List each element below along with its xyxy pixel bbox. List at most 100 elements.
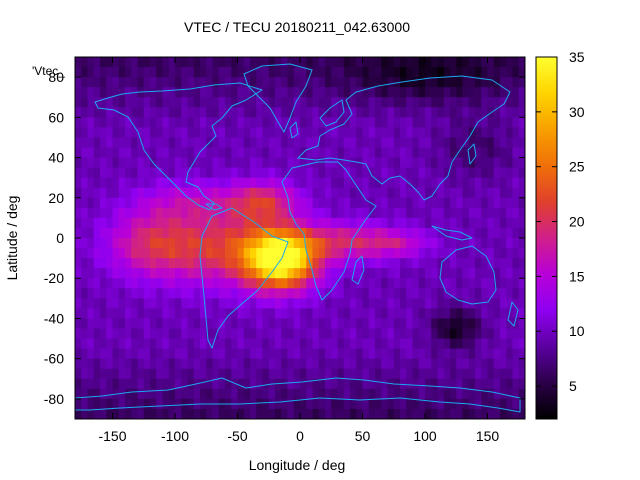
- heatmap-cell: [187, 197, 195, 209]
- heatmap-cell: [81, 137, 89, 149]
- heatmap-cell: [137, 378, 145, 390]
- heatmap-cell: [412, 268, 420, 279]
- heatmap-cell: [487, 167, 495, 179]
- heatmap-cell: [325, 268, 332, 279]
- heatmap-cell: [418, 358, 426, 370]
- heatmap-cell: [518, 328, 525, 340]
- heatmap-cell: [250, 378, 257, 390]
- heatmap-cell: [143, 57, 151, 68]
- heatmap-cell: [112, 268, 120, 279]
- heatmap-cell: [475, 348, 482, 360]
- heatmap-cell: [350, 147, 357, 159]
- heatmap-cell: [162, 368, 170, 380]
- heatmap-cell: [406, 338, 414, 350]
- x-tick-label: 50: [355, 428, 371, 444]
- heatmap-cell: [100, 388, 107, 400]
- heatmap-cell: [137, 87, 145, 98]
- heatmap-cell: [362, 197, 370, 209]
- heatmap-cell: [325, 127, 332, 139]
- heatmap-cell: [231, 308, 239, 320]
- heatmap-cell: [325, 137, 332, 149]
- heatmap-cell: [275, 87, 282, 98]
- heatmap-cell: [287, 348, 295, 360]
- heatmap-cell: [431, 107, 439, 118]
- heatmap-cell: [275, 107, 282, 118]
- heatmap-cell: [462, 137, 470, 149]
- heatmap-cell: [262, 398, 270, 410]
- heatmap-cell: [456, 57, 464, 68]
- heatmap-cell: [168, 127, 176, 139]
- heatmap-cell: [281, 348, 289, 360]
- heatmap-cell: [518, 268, 525, 279]
- heatmap-cell: [156, 298, 164, 309]
- heatmap-cell: [275, 368, 282, 380]
- heatmap-cell: [443, 298, 451, 309]
- heatmap-cell: [375, 207, 382, 219]
- heatmap-cell: [75, 238, 82, 249]
- heatmap-cell: [81, 187, 89, 199]
- heatmap-cell: [318, 207, 326, 219]
- heatmap-cell: [431, 117, 439, 128]
- heatmap-cell: [243, 258, 251, 269]
- heatmap-cell: [437, 67, 445, 78]
- heatmap-cell: [368, 268, 376, 279]
- heatmap-cell: [93, 308, 101, 320]
- heatmap-cell: [275, 268, 282, 279]
- heatmap-cell: [106, 368, 114, 380]
- heatmap-cell: [368, 117, 376, 128]
- heatmap-cell: [256, 227, 264, 239]
- heatmap-cell: [475, 137, 482, 149]
- heatmap-cell: [325, 348, 332, 360]
- heatmap-cell: [293, 137, 301, 149]
- heatmap-cell: [456, 187, 464, 199]
- heatmap-cell: [218, 87, 226, 98]
- heatmap-cell: [450, 268, 457, 279]
- heatmap-cell: [400, 77, 407, 88]
- heatmap-cell: [300, 328, 307, 340]
- heatmap-cell: [312, 258, 320, 269]
- heatmap-cell: [268, 177, 276, 189]
- heatmap-cell: [312, 167, 320, 179]
- heatmap-cell: [393, 338, 401, 350]
- heatmap-cell: [368, 318, 376, 330]
- heatmap-cell: [150, 167, 157, 179]
- heatmap-cell: [200, 187, 207, 199]
- heatmap-cell: [462, 197, 470, 209]
- heatmap-cell: [112, 117, 120, 128]
- heatmap-cell: [112, 248, 120, 259]
- heatmap-cell: [137, 388, 145, 400]
- heatmap-cell: [200, 207, 207, 219]
- heatmap-cell: [106, 348, 114, 360]
- heatmap-cell: [268, 318, 276, 330]
- heatmap-cell: [381, 147, 389, 159]
- heatmap-cell: [93, 207, 101, 219]
- heatmap-cell: [437, 368, 445, 380]
- heatmap-cell: [468, 288, 476, 299]
- heatmap-cell: [231, 227, 239, 239]
- heatmap-cell: [268, 238, 276, 249]
- heatmap-cell: [493, 288, 501, 299]
- heatmap-cell: [150, 288, 157, 299]
- heatmap-cell: [243, 207, 251, 219]
- heatmap-cell: [431, 177, 439, 189]
- heatmap-cell: [425, 378, 432, 390]
- heatmap-cell: [450, 157, 457, 169]
- heatmap-cell: [81, 107, 89, 118]
- heatmap-cell: [237, 117, 245, 128]
- heatmap-cell: [431, 67, 439, 78]
- heatmap-cell: [337, 328, 345, 340]
- heatmap-cell: [256, 177, 264, 189]
- heatmap-cell: [393, 57, 401, 68]
- heatmap-cell: [437, 117, 445, 128]
- heatmap-cell: [493, 157, 501, 169]
- heatmap-cell: [137, 328, 145, 340]
- heatmap-cell: [287, 358, 295, 370]
- heatmap-cell: [93, 87, 101, 98]
- heatmap-cell: [487, 258, 495, 269]
- heatmap-cell: [512, 328, 520, 340]
- heatmap-cell: [400, 207, 407, 219]
- heatmap-cell: [125, 248, 132, 259]
- heatmap-cell: [181, 107, 189, 118]
- heatmap-cell: [137, 258, 145, 269]
- heatmap-cell: [425, 217, 432, 229]
